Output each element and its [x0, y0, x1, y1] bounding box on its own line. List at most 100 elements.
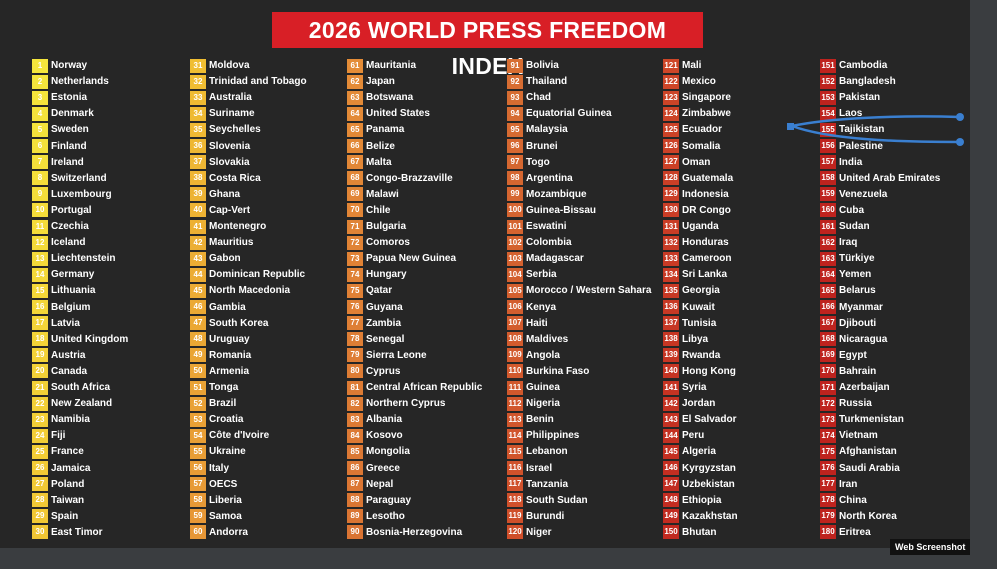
country-name: Kazakhstan: [682, 510, 738, 522]
country-name: Cambodia: [839, 60, 888, 71]
entry-row: 26 Jamaica: [32, 461, 90, 476]
rank-badge: 175: [820, 444, 836, 459]
entry-row: 157 India: [820, 155, 862, 170]
rank-badge: 116: [507, 461, 523, 475]
rank-badge: 108: [507, 332, 523, 347]
entry-row: 165 Belarus: [820, 283, 876, 298]
country-name: Russia: [839, 398, 872, 410]
country-name: Lebanon: [526, 446, 568, 458]
entry-row: 108 Maldives: [507, 332, 568, 347]
entry-row: 68 Congo-Brazzaville: [347, 171, 453, 186]
country-name: Haiti: [526, 317, 548, 329]
country-name: Slovakia: [209, 156, 250, 168]
country-name: Austria: [51, 349, 86, 361]
rank-badge: 84: [347, 428, 363, 443]
rank-badge: 101: [507, 219, 523, 234]
rank-badge: 98: [507, 171, 523, 186]
rank-badge: 34: [190, 106, 206, 121]
rank-badge: 91: [507, 58, 523, 73]
country-name: Mexico: [682, 76, 716, 88]
entry-row: 114 Philippines: [507, 428, 579, 443]
country-name: Nigeria: [526, 398, 560, 410]
country-name: Kenya: [526, 301, 557, 313]
entry-row: 69 Malawi: [347, 187, 399, 202]
country-name: Burkina Faso: [526, 365, 590, 377]
entry-row: 142 Jordan: [663, 396, 715, 411]
rank-badge: 90: [347, 525, 363, 540]
entry-row: 35 Seychelles: [190, 122, 261, 137]
entry-row: 162 Iraq: [820, 235, 857, 250]
entry-row: 8 Switzerland: [32, 171, 107, 186]
rank-badge: 166: [820, 300, 836, 314]
rank-badge: 28: [32, 493, 48, 508]
country-name: Mongolia: [366, 446, 410, 458]
country-name: Tonga: [209, 382, 239, 393]
entry-row: 129 Indonesia: [663, 187, 729, 202]
entry-row: 74 Hungary: [347, 267, 407, 282]
country-name: Fiji: [51, 430, 66, 442]
entry-row: 154 Laos: [820, 106, 862, 121]
country-name: New Zealand: [51, 398, 113, 410]
entry-row: 106 Kenya: [507, 300, 556, 315]
entry-row: 97 Togo: [507, 155, 550, 170]
country-name: North Korea: [839, 510, 897, 522]
country-name: Malta: [366, 156, 392, 168]
country-name: United Kingdom: [51, 333, 129, 345]
country-name: Syria: [682, 382, 707, 393]
country-name: Brunei: [526, 140, 558, 152]
rank-badge: 71: [347, 219, 363, 234]
country-name: Ethiopia: [682, 494, 722, 506]
country-name: Maldives: [526, 333, 569, 345]
country-name: Algeria: [682, 446, 716, 458]
country-name: Sweden: [51, 124, 89, 136]
rank-badge: 12: [32, 235, 48, 250]
rank-badge: 103: [507, 251, 523, 266]
country-name: Benin: [526, 414, 554, 426]
entry-row: 14 Germany: [32, 267, 94, 282]
rank-badge: 180: [820, 525, 836, 540]
rank-badge: 148: [663, 493, 679, 508]
entry-row: 43 Gabon: [190, 251, 241, 266]
entry-row: 174 Vietnam: [820, 428, 878, 443]
rank-badge: 19: [32, 348, 48, 363]
entry-row: 158 United Arab Emirates: [820, 171, 940, 186]
entry-row: 140 Hong Kong: [663, 364, 736, 379]
country-name: Latvia: [51, 317, 80, 329]
entry-row: 38 Costa Rica: [190, 171, 261, 186]
rank-badge: 73: [347, 251, 363, 266]
country-name: Uzbekistan: [682, 478, 735, 490]
rank-badge: 176: [820, 461, 836, 475]
rank-badge: 3: [32, 90, 48, 105]
rank-badge: 161: [820, 219, 836, 234]
entry-row: 107 Haiti: [507, 316, 548, 331]
country-name: Israel: [526, 462, 553, 474]
rank-badge: 14: [32, 267, 48, 282]
rank-badge: 79: [347, 348, 363, 363]
entry-row: 99 Mozambique: [507, 187, 587, 202]
country-name: Kuwait: [682, 301, 715, 313]
entry-row: 6 Finland: [32, 139, 87, 154]
country-name: Zimbabwe: [682, 108, 731, 120]
rank-badge: 172: [820, 396, 836, 411]
entry-row: 78 Senegal: [347, 332, 404, 347]
country-name: Uruguay: [209, 333, 250, 345]
entry-row: 144 Peru: [663, 428, 704, 443]
rank-badge: 150: [663, 525, 679, 540]
country-name: Guinea-Bissau: [526, 204, 597, 216]
country-name: Moldova: [209, 60, 250, 71]
entry-row: 126 Somalia: [663, 139, 720, 154]
country-name: Estonia: [51, 92, 88, 104]
rank-badge: 117: [507, 477, 523, 492]
country-name: Côte d'Ivoire: [209, 430, 270, 442]
entry-row: 29 Spain: [32, 509, 78, 524]
entry-row: 37 Slovakia: [190, 155, 250, 170]
country-name: Bosnia-Herzegovina: [366, 526, 463, 538]
rank-badge: 144: [663, 428, 679, 443]
title: 2026 WORLD PRESS FREEDOM INDEX: [272, 12, 703, 79]
entry-row: 167 Djibouti: [820, 316, 876, 331]
country-name: Oman: [682, 156, 711, 168]
country-name: Morocco / Western Sahara: [526, 285, 652, 297]
entry-row: 47 South Korea: [190, 316, 268, 331]
entry-row: 133 Cameroon: [663, 251, 731, 266]
